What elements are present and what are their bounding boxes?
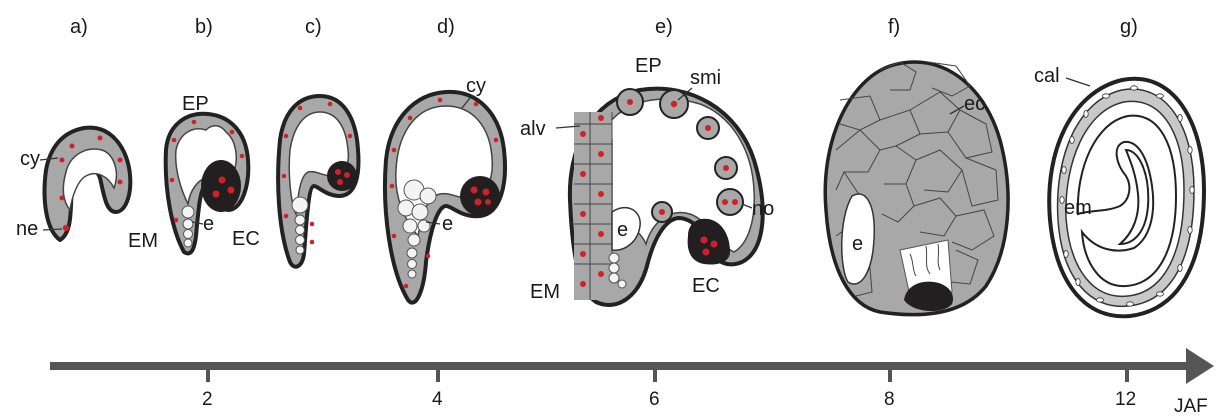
stage-g-sac [1047, 76, 1207, 319]
leader-cy-d [461, 97, 471, 109]
leader-no-e [741, 203, 753, 209]
stage-label-b: b) [195, 16, 213, 38]
label-smi-e: smi [690, 67, 721, 89]
stage-label-g: g) [1120, 16, 1138, 38]
stage-e-sac [567, 86, 765, 307]
stage-label-e: e) [655, 16, 673, 38]
leader-e-d [425, 221, 441, 225]
leader-ec-f [949, 105, 965, 115]
label-cy-d: cy [466, 75, 486, 97]
label-em-g: em [1064, 197, 1092, 219]
label-e-b: e [203, 213, 214, 235]
label-ep-b: EP [182, 93, 209, 115]
leader-nucleus-a [42, 228, 63, 231]
stage-a-sac [42, 125, 133, 242]
label-no-e: no [752, 198, 774, 220]
label-e-e: e [617, 219, 628, 241]
label-em-b: EM [128, 230, 158, 252]
label-cytoplasm-a: cy [20, 148, 40, 170]
leader-alv-e [555, 125, 581, 129]
stage-c-sac [276, 94, 361, 269]
stage-d-sac [382, 89, 507, 305]
label-ec-e: EC [692, 275, 720, 297]
label-e-d: e [442, 213, 453, 235]
tick-label-2: 2 [202, 389, 213, 410]
stage-f-sac [823, 60, 1010, 317]
axis-unit-label: JAF [1174, 396, 1208, 416]
tick-label-6: 6 [649, 389, 660, 410]
label-nucleus-a: ne [16, 218, 38, 240]
leader-cal-g [1065, 77, 1091, 87]
label-ec-f: ec [964, 93, 985, 115]
tick-label-4: 4 [432, 389, 443, 410]
tick-label-8: 8 [884, 389, 895, 410]
stage-label-d: d) [437, 16, 455, 38]
leader-smi-e [677, 87, 693, 101]
stage-label-a: a) [70, 16, 88, 38]
time-axis: 2 4 6 8 12 JAF [50, 348, 1214, 416]
leader-e-b [191, 221, 204, 225]
label-ec-b: EC [232, 228, 260, 250]
stage-label-f: f) [888, 16, 900, 38]
label-em-e: EM [530, 281, 560, 303]
label-ep-e: EP [635, 55, 662, 77]
label-cal-g: cal [1034, 65, 1060, 87]
stage-b-sac [163, 111, 251, 256]
label-alv-e: alv [520, 118, 546, 140]
stage-label-c: c) [305, 16, 322, 38]
label-e-f: e [852, 233, 863, 255]
time-axis-arrowhead [1186, 348, 1214, 384]
leader-cytoplasm-a [39, 157, 59, 161]
tick-label-12: 12 [1115, 389, 1136, 410]
